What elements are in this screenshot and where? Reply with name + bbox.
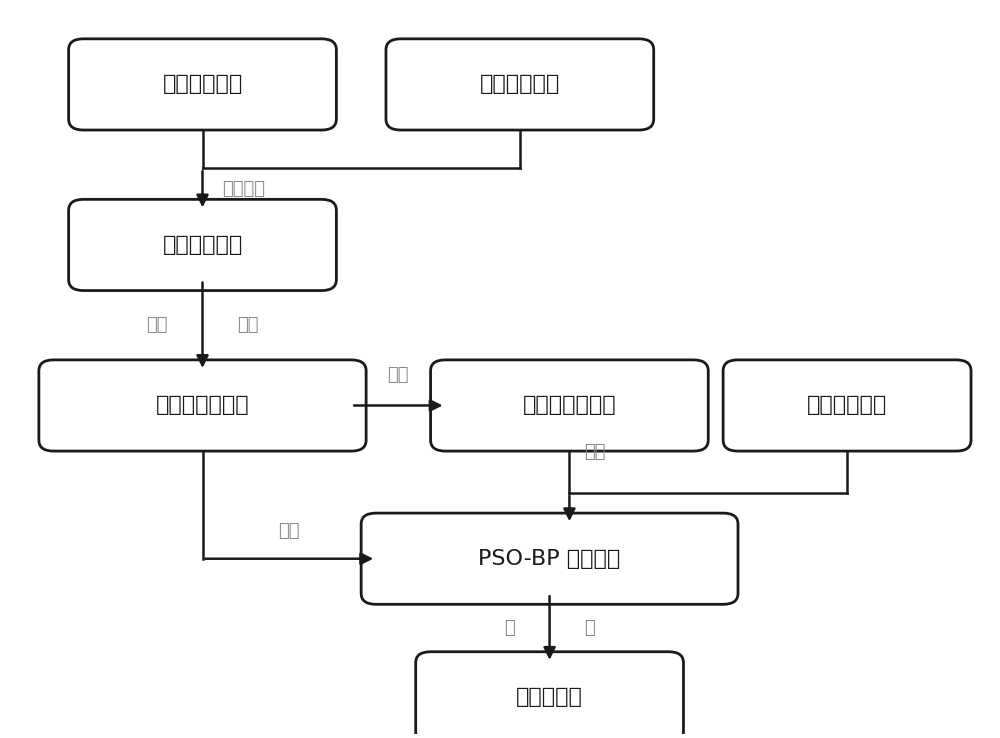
- Text: 叠前地震数据: 叠前地震数据: [162, 75, 243, 94]
- Text: PSO-BP 预测模型: PSO-BP 预测模型: [478, 549, 621, 569]
- Text: 预: 预: [504, 619, 515, 637]
- FancyBboxPatch shape: [386, 39, 654, 130]
- Text: 计算提取: 计算提取: [222, 180, 265, 199]
- Text: 叠后地震数据: 叠后地震数据: [480, 75, 560, 94]
- FancyBboxPatch shape: [361, 513, 738, 604]
- FancyBboxPatch shape: [69, 199, 336, 291]
- Text: 测: 测: [584, 619, 595, 637]
- Text: 优选的地震属性: 优选的地震属性: [156, 396, 249, 415]
- Text: 训练: 训练: [584, 443, 606, 461]
- Text: 聚类: 聚类: [146, 316, 168, 334]
- FancyBboxPatch shape: [723, 360, 971, 451]
- Text: 输入: 输入: [279, 523, 300, 540]
- FancyBboxPatch shape: [416, 652, 683, 738]
- Text: 分析: 分析: [237, 316, 259, 334]
- Text: 提取: 提取: [388, 365, 409, 384]
- FancyBboxPatch shape: [39, 360, 366, 451]
- Text: 煌层含气量: 煌层含气量: [516, 687, 583, 707]
- Text: 井位置含气量: 井位置含气量: [807, 396, 887, 415]
- FancyBboxPatch shape: [69, 39, 336, 130]
- FancyBboxPatch shape: [431, 360, 708, 451]
- Text: 多种地震属性: 多种地震属性: [162, 235, 243, 255]
- Text: 井位置地震属性: 井位置地震属性: [523, 396, 616, 415]
